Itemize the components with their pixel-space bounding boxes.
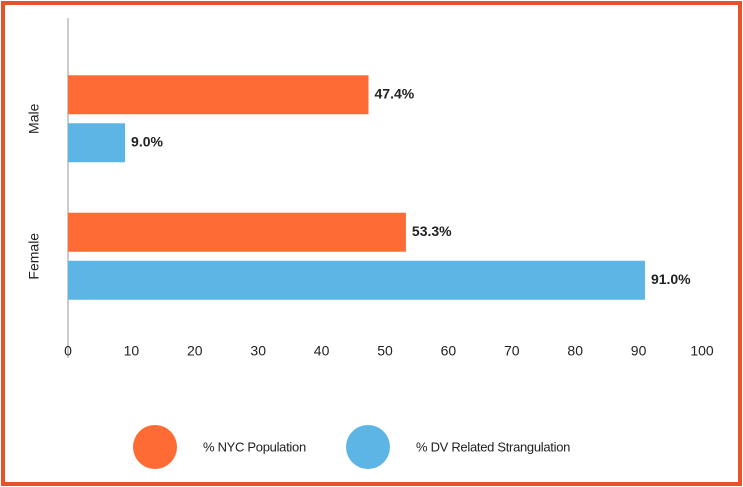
y-tick-label: Male <box>26 103 42 134</box>
value-label: 9.0% <box>131 133 163 149</box>
x-tick-label: 80 <box>567 343 583 359</box>
bar <box>68 212 406 252</box>
x-tick-label: 70 <box>504 343 520 359</box>
legend-swatch <box>133 425 177 469</box>
legend-label: % DV Related Strangulation <box>416 439 570 454</box>
x-tick-label: 90 <box>631 343 647 359</box>
legend-label: % NYC Population <box>203 439 306 454</box>
x-tick-label: 0 <box>64 343 72 359</box>
x-tick-label: 50 <box>377 343 393 359</box>
value-label: 53.3% <box>412 223 452 239</box>
bar <box>68 260 645 300</box>
y-tick-label: Female <box>26 233 42 280</box>
value-label: 91.0% <box>651 271 691 287</box>
legend-swatch <box>346 425 390 469</box>
x-tick-label: 60 <box>441 343 457 359</box>
value-label: 47.4% <box>375 85 415 101</box>
x-tick-label: 40 <box>314 343 330 359</box>
bar <box>68 123 126 163</box>
x-tick-label: 10 <box>124 343 140 359</box>
x-tick-label: 20 <box>187 343 203 359</box>
bar <box>68 75 369 115</box>
x-tick-label: 100 <box>690 343 714 359</box>
x-tick-label: 30 <box>250 343 266 359</box>
